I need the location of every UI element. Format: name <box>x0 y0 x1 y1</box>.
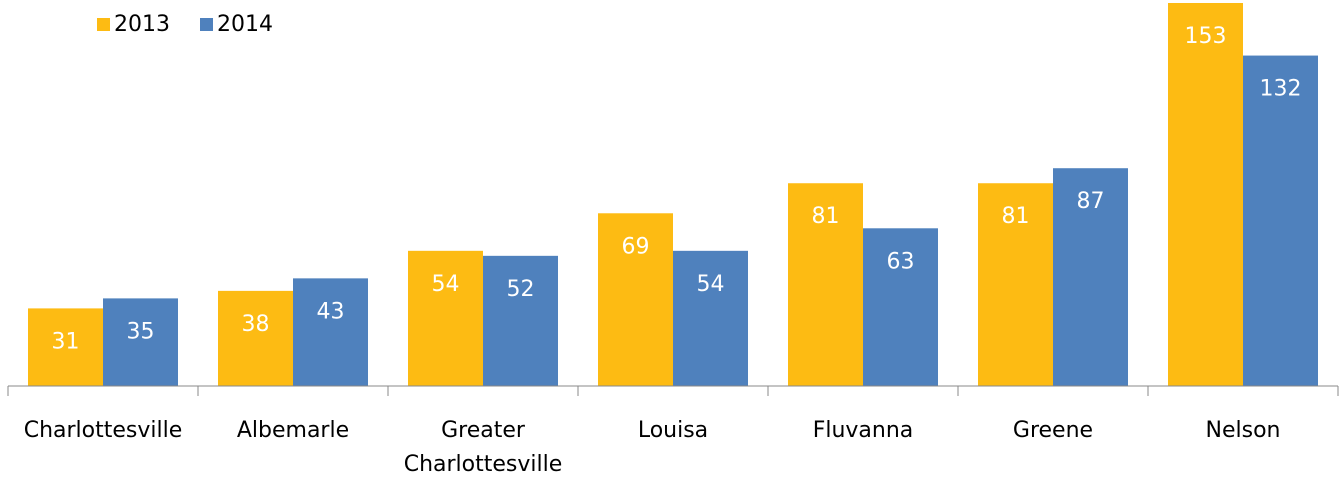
x-tick-label: Louisa <box>637 418 709 443</box>
value-label: 54 <box>697 272 725 297</box>
value-label: 87 <box>1077 189 1105 214</box>
bar <box>293 278 368 386</box>
x-tick-label: Charlottesville <box>23 418 183 443</box>
value-label: 63 <box>887 249 915 274</box>
value-label: 81 <box>812 204 840 229</box>
bar <box>1168 3 1243 386</box>
bar <box>408 250 483 386</box>
bar <box>978 183 1053 386</box>
legend-swatch <box>200 18 213 31</box>
bar <box>863 228 938 386</box>
value-label: 52 <box>507 277 535 302</box>
bar <box>673 250 748 386</box>
value-label: 43 <box>317 299 345 324</box>
value-label: 38 <box>242 312 270 337</box>
value-label: 132 <box>1260 77 1302 102</box>
x-tick-label: Greater Charlottesville <box>403 418 563 477</box>
legend-label: 2014 <box>217 12 273 37</box>
bar <box>1053 168 1128 386</box>
legend-swatch <box>97 18 110 31</box>
x-tick-label: Fluvanna <box>812 418 914 443</box>
x-tick-label: Greene <box>1012 418 1094 443</box>
value-label: 69 <box>622 234 650 259</box>
x-tick-label: Nelson <box>1205 418 1281 443</box>
bar <box>1243 55 1318 386</box>
bar <box>483 255 558 386</box>
value-label: 54 <box>432 272 460 297</box>
legend-label: 2013 <box>114 12 170 37</box>
bar <box>103 298 178 386</box>
bar <box>218 290 293 386</box>
value-label: 81 <box>1002 204 1030 229</box>
bar <box>788 183 863 386</box>
value-label: 31 <box>52 329 80 354</box>
value-label: 153 <box>1185 24 1227 49</box>
value-label: 35 <box>127 319 155 344</box>
bar <box>28 308 103 386</box>
bar <box>598 213 673 386</box>
x-tick-label: Albemarle <box>236 418 350 443</box>
